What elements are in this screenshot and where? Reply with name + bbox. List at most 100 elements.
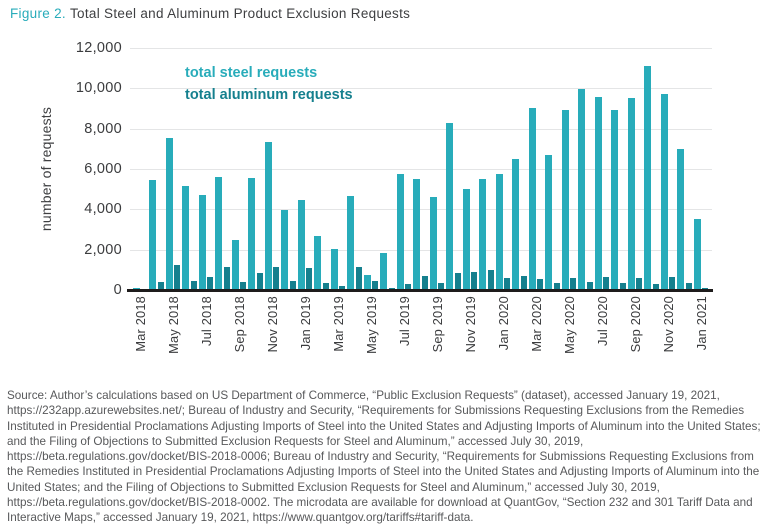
bar-steel (627, 97, 635, 290)
x-tick-label: Nov 2019 (462, 296, 478, 353)
bar-aluminum (520, 275, 527, 290)
bar-aluminum (652, 283, 659, 290)
x-tick-label: Sep 2020 (627, 296, 643, 353)
bar-aluminum (405, 284, 411, 290)
bar-steel (528, 107, 536, 290)
bar-steel (314, 236, 321, 290)
legend-aluminum-label: total aluminum requests (185, 87, 353, 103)
bar-aluminum (553, 282, 560, 290)
bar-aluminum (273, 267, 279, 290)
x-tick-label: May 2020 (561, 296, 577, 354)
figure-title-text: Total Steel and Aluminum Product Exclusi… (69, 6, 411, 21)
x-tick-label: May 2018 (165, 296, 181, 354)
bar-aluminum (636, 277, 642, 290)
bar-aluminum (603, 276, 609, 290)
bar-aluminum (570, 278, 576, 290)
bar-aluminum (174, 264, 180, 290)
x-tick-label: Jul 2018 (198, 296, 214, 346)
bar-aluminum (487, 269, 494, 290)
bar-aluminum (322, 283, 329, 290)
bar-steel (396, 174, 404, 290)
bar-aluminum (223, 267, 230, 290)
bar-steel (512, 158, 519, 290)
bar-steel (693, 219, 701, 290)
gridline (130, 249, 712, 251)
x-tick-label: Jul 2020 (594, 296, 610, 346)
bar-aluminum (306, 268, 312, 290)
x-tick-label: May 2019 (363, 296, 379, 354)
bar-steel (611, 109, 618, 290)
bar-steel (660, 94, 668, 290)
figure-number: Figure 2. (10, 6, 66, 21)
bar-aluminum (388, 287, 395, 290)
gridline (130, 169, 712, 170)
bar-steel (264, 141, 272, 290)
bar-aluminum (256, 273, 263, 290)
bar-steel (578, 89, 585, 290)
bar-steel (462, 189, 470, 290)
bar-aluminum (240, 281, 246, 290)
bar-steel (429, 196, 437, 290)
bar-aluminum (289, 280, 296, 290)
bar-aluminum (339, 286, 345, 290)
x-axis-baseline (127, 289, 713, 292)
bar-steel (198, 195, 206, 290)
bar-aluminum (438, 282, 444, 290)
x-tick-label: Jan 2021 (693, 296, 709, 351)
bar-steel (446, 123, 453, 290)
source-note: Source: Author’s calculations based on U… (7, 389, 761, 525)
x-tick-label: Nov 2018 (264, 296, 280, 353)
y-tick-label: 0 (113, 282, 122, 298)
bar-steel (149, 180, 156, 290)
bar-aluminum (157, 281, 164, 290)
bar-steel (281, 210, 288, 290)
bar-steel (413, 178, 420, 290)
bar-steel (545, 154, 552, 290)
bar-steel (347, 195, 354, 290)
bar-aluminum (619, 282, 626, 290)
bar-aluminum (372, 280, 378, 290)
x-tick-label: Mar 2019 (330, 296, 346, 352)
bar-aluminum (669, 277, 675, 290)
bar-steel (248, 178, 255, 290)
x-tick-label: Jan 2020 (495, 296, 511, 351)
legend: total steel requests total aluminum requ… (185, 62, 353, 106)
bar-steel (380, 253, 387, 290)
x-tick-label: Mar 2020 (528, 296, 544, 352)
bar-steel (231, 239, 239, 290)
bar-steel (182, 186, 189, 290)
bar-aluminum (421, 275, 428, 290)
bar-aluminum (471, 271, 477, 290)
y-tick-label: 12,000 (75, 40, 122, 56)
bar-aluminum (355, 267, 362, 290)
bar-steel (363, 274, 371, 290)
bar-aluminum (454, 272, 461, 290)
bar-steel (330, 249, 338, 290)
gridline (130, 209, 712, 211)
bar-aluminum (504, 278, 510, 290)
bar-steel (495, 174, 503, 290)
y-tick-label: 2,000 (84, 241, 122, 258)
gridline (130, 48, 712, 49)
figure-title: Figure 2. Total Steel and Aluminum Produc… (10, 6, 410, 21)
y-tick-label: 8,000 (84, 120, 122, 137)
bar-steel (677, 148, 684, 290)
bar-steel (561, 109, 569, 290)
x-tick-label: Sep 2018 (231, 296, 247, 353)
bar-steel (165, 137, 173, 290)
bar-aluminum (537, 279, 543, 290)
bar-aluminum (207, 277, 213, 290)
gridline (130, 128, 712, 130)
y-tick-label: 6,000 (84, 161, 122, 177)
bar-aluminum (190, 280, 197, 290)
bar-steel (644, 65, 651, 290)
bar-aluminum (685, 283, 692, 290)
x-tick-label: Mar 2018 (132, 296, 148, 352)
bar-steel (297, 199, 305, 290)
bar-steel (479, 179, 486, 290)
y-axis: 0 2,000 4,000 6,000 8,000 10,000 12,000 (52, 40, 122, 298)
bar-steel (215, 177, 222, 290)
bar-steel (594, 96, 602, 290)
x-tick-label: Jul 2019 (396, 296, 412, 346)
